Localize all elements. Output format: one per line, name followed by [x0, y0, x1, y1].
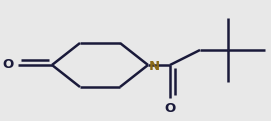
Text: O: O [3, 58, 14, 72]
Text: N: N [149, 60, 160, 72]
Text: O: O [164, 102, 176, 115]
